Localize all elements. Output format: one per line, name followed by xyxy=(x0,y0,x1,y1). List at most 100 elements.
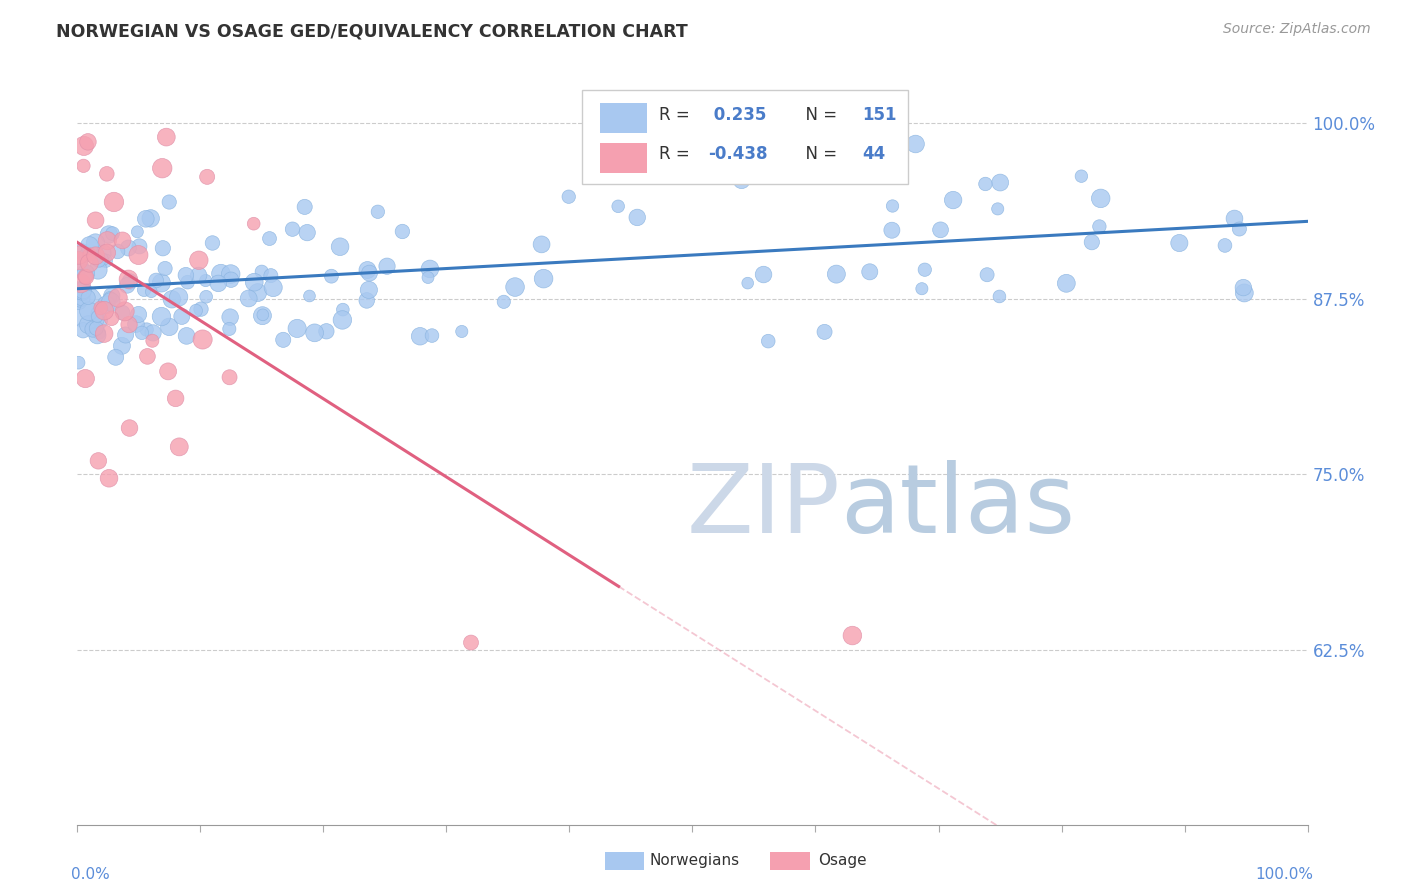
Point xyxy=(730,173,752,187)
Point xyxy=(128,239,150,253)
Point xyxy=(141,285,163,299)
Point xyxy=(97,227,120,242)
Point xyxy=(73,249,96,263)
Point xyxy=(72,159,94,173)
Point xyxy=(165,392,187,406)
Point xyxy=(987,202,1010,216)
Point xyxy=(84,321,107,335)
Point xyxy=(1229,222,1251,236)
Text: N =: N = xyxy=(794,105,842,124)
Point xyxy=(195,290,218,304)
Point xyxy=(169,440,191,454)
Point xyxy=(114,328,136,343)
Point xyxy=(357,283,380,297)
Point xyxy=(107,291,129,305)
Point xyxy=(825,267,848,281)
Point xyxy=(87,263,110,277)
Point xyxy=(929,223,952,237)
Point xyxy=(195,169,218,184)
Point xyxy=(77,304,100,318)
Point xyxy=(155,130,177,145)
Point xyxy=(96,167,118,181)
Point xyxy=(321,269,343,284)
Point xyxy=(607,199,630,213)
Point xyxy=(914,262,936,277)
Point xyxy=(150,310,173,324)
Point xyxy=(157,319,180,334)
Point xyxy=(218,322,240,336)
Text: 100.0%: 100.0% xyxy=(1256,867,1313,882)
Point xyxy=(243,275,266,289)
Point xyxy=(86,310,108,324)
Point xyxy=(295,226,318,240)
Point xyxy=(533,271,555,285)
Text: 0.0%: 0.0% xyxy=(72,867,110,882)
Point xyxy=(128,308,150,322)
Point xyxy=(77,318,100,332)
Point xyxy=(86,306,108,320)
Point xyxy=(904,136,927,151)
Point xyxy=(246,285,269,300)
Point xyxy=(104,351,127,365)
Point xyxy=(367,204,389,219)
Point xyxy=(450,325,472,339)
Point xyxy=(118,421,141,435)
Point xyxy=(880,223,903,237)
Point xyxy=(1054,277,1077,291)
Point xyxy=(87,253,110,268)
Point xyxy=(90,252,112,267)
Point xyxy=(315,324,337,338)
Point xyxy=(285,321,308,335)
Point xyxy=(127,225,149,239)
Text: ZIP: ZIP xyxy=(686,460,841,553)
Point xyxy=(157,364,180,378)
Point xyxy=(79,238,101,252)
Point xyxy=(359,266,381,280)
Point xyxy=(219,267,242,281)
Point xyxy=(101,227,124,241)
Text: NORWEGIAN VS OSAGE GED/EQUIVALENCY CORRELATION CHART: NORWEGIAN VS OSAGE GED/EQUIVALENCY CORRE… xyxy=(56,22,688,40)
Point xyxy=(150,161,173,176)
Point xyxy=(86,328,108,343)
Point xyxy=(737,276,759,290)
Point xyxy=(82,322,104,336)
Point xyxy=(67,253,90,268)
Point xyxy=(170,310,193,324)
Point xyxy=(304,326,326,340)
Point xyxy=(72,283,94,297)
Point xyxy=(262,280,284,294)
Text: 151: 151 xyxy=(862,105,897,124)
Point xyxy=(89,326,111,340)
Point xyxy=(271,333,294,347)
Point xyxy=(117,272,139,286)
Point xyxy=(882,199,904,213)
Point xyxy=(100,311,122,326)
Point xyxy=(139,211,162,226)
Point xyxy=(150,276,173,290)
FancyBboxPatch shape xyxy=(600,143,647,173)
Point xyxy=(375,259,398,273)
Point xyxy=(152,241,174,255)
Point xyxy=(111,306,134,320)
Point xyxy=(238,292,260,306)
Point xyxy=(111,234,134,248)
Point xyxy=(329,240,352,254)
Point xyxy=(191,333,214,347)
Point xyxy=(207,277,229,291)
Point xyxy=(100,295,122,310)
Point xyxy=(84,236,107,251)
Point xyxy=(96,245,118,260)
Point xyxy=(176,329,198,343)
Point xyxy=(260,268,283,283)
Text: -0.438: -0.438 xyxy=(709,145,768,163)
Point xyxy=(1232,280,1254,294)
Point xyxy=(93,326,115,341)
Point xyxy=(492,294,515,309)
Point xyxy=(87,454,110,468)
Point xyxy=(160,293,183,307)
Point xyxy=(153,261,176,276)
Point xyxy=(72,285,94,299)
Point xyxy=(281,222,304,236)
Point xyxy=(756,334,779,348)
Point xyxy=(84,213,107,227)
